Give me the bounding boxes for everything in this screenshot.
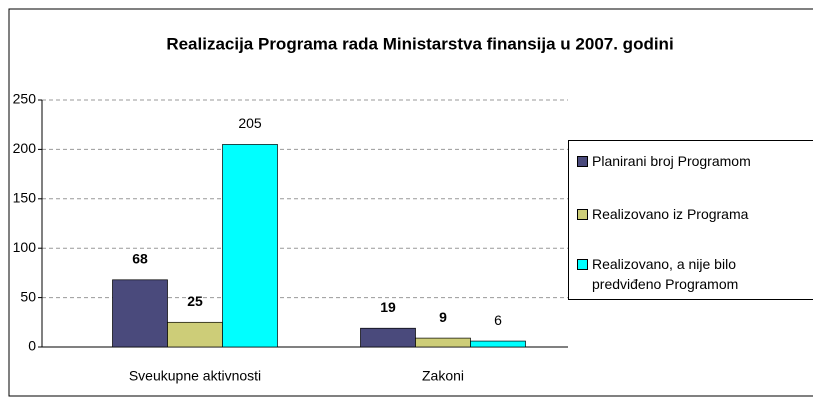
data-label: 68 [132, 251, 148, 267]
y-tick-label: 100 [13, 239, 37, 255]
legend-item: Realizovano iz Programa [577, 204, 807, 224]
chart-title: Realizacija Programa rada Ministarstva f… [166, 34, 673, 53]
bar [415, 337, 471, 348]
bar [167, 321, 223, 348]
x-tick-label: Zakoni [422, 368, 464, 384]
legend-swatch [577, 259, 588, 270]
y-tick-label: 0 [28, 338, 36, 354]
legend-item: Planirani broj Programom [577, 151, 807, 171]
data-label: 9 [439, 309, 447, 325]
y-tick-label: 200 [13, 140, 37, 156]
data-label: 6 [494, 312, 502, 328]
legend-swatch [577, 209, 588, 220]
legend-label: Realizovano iz Programa [592, 206, 749, 222]
y-tick-label: 250 [13, 91, 37, 107]
x-tick-label: Sveukupne aktivnosti [129, 368, 261, 384]
legend-label: Realizovano, a nije bilo predviđeno Prog… [592, 256, 739, 292]
legend-item: Realizovano, a nije bilo predviđeno Prog… [577, 254, 807, 294]
legend-label: Planirani broj Programom [592, 153, 751, 169]
legend: Planirani broj Programom Realizovano iz P… [568, 140, 813, 300]
y-tick-label: 150 [13, 190, 37, 206]
data-label: 25 [187, 293, 203, 309]
bar [360, 327, 416, 348]
data-label: 19 [380, 299, 396, 315]
bar [470, 340, 526, 348]
y-tick-label: 50 [20, 288, 36, 304]
bar [222, 144, 278, 348]
legend-swatch [577, 156, 588, 167]
data-label: 205 [238, 115, 262, 131]
bar [112, 279, 168, 348]
